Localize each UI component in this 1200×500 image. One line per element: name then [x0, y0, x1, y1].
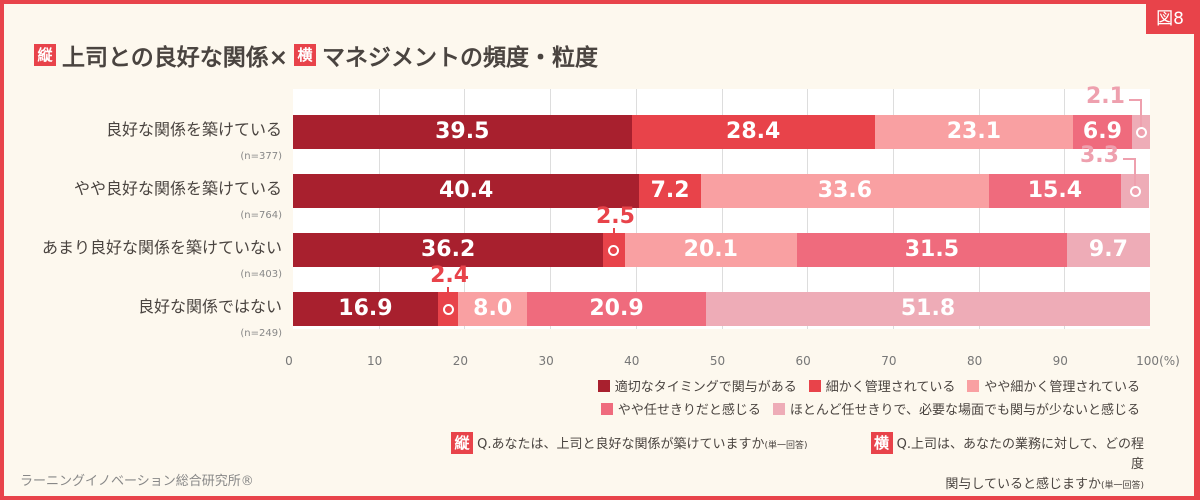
gridline [1064, 89, 1066, 329]
figure-label: 図8 [1146, 4, 1194, 34]
question-v-text: Q.あなたは、上司と良好な関係が築けていますか [477, 437, 765, 452]
x-tick-label: 80 [966, 354, 983, 368]
legend-label: 適切なタイミングで関与がある [614, 380, 797, 395]
category-label: やや良好な関係を築けている [73, 179, 282, 198]
legend-swatch [772, 403, 785, 415]
bar-segment: 36.2 [293, 233, 604, 267]
vertical-tag: 縦 [34, 44, 56, 66]
x-tick-label: 20 [452, 354, 469, 368]
gridline [464, 89, 466, 329]
bar-segment: 31.5 [796, 233, 1067, 267]
bar-segment: 15.4 [988, 174, 1121, 208]
bar-segment: 23.1 [874, 115, 1073, 149]
category-label: 良好な関係を築けている [105, 120, 282, 139]
callout-dot [442, 304, 454, 315]
gridline [892, 89, 894, 329]
question-v-note: (単一回答) [764, 441, 808, 451]
x-tick-label: 30 [538, 354, 554, 368]
callout-label: 2.4 [430, 263, 470, 288]
question-h-line2: 関与していると感じますか [945, 477, 1101, 492]
x-tick-label: 10 [367, 354, 383, 368]
category-n: (n=764) [240, 210, 282, 221]
question-h-note: (単一回答) [1100, 481, 1144, 491]
legend: 適切なタイミングで関与がある 細かく管理されている やや細かく管理されているやや任せ… [500, 376, 1140, 422]
gridline [635, 89, 637, 329]
legend-swatch [808, 380, 821, 392]
x-tick-label: 50 [709, 354, 726, 368]
bar-segment: 39.5 [293, 115, 632, 149]
x-tick-label: 0 [285, 354, 293, 368]
legend-swatch [600, 403, 613, 415]
bar-segment: 33.6 [700, 174, 989, 208]
bar-segment: 28.4 [631, 115, 875, 149]
bar-segment: 7.2 [639, 174, 701, 208]
callout-line [1140, 99, 1142, 128]
legend-label: 細かく管理されている [825, 380, 956, 395]
gridline [550, 89, 552, 329]
category-n: (n=249) [240, 328, 282, 339]
x-tick-label: 60 [795, 354, 811, 368]
callout-line [1123, 158, 1135, 160]
legend-label: ほとんど任せきりで、必要な場面でも関与が少ないと感じる [789, 403, 1140, 418]
callout-line [1134, 158, 1136, 187]
callout-label: 2.5 [595, 204, 635, 229]
gridline [978, 89, 980, 329]
plot-area: 39.5 28.4 23.1 6.9 2.1 40.4 7.2 33.6 15.4 3.3 36.2… [293, 84, 1150, 329]
legend-swatch [597, 380, 610, 392]
bar-segment: 9.7 [1066, 233, 1150, 267]
callout-line [447, 287, 450, 305]
gridline [807, 89, 809, 329]
bar-segment: 40.4 [293, 174, 640, 208]
chart-title: 縦 上司との良好な関係× 横 マネジメントの頻度・粒度 [34, 38, 598, 72]
title-part1: 上司との良好な関係× [62, 45, 289, 71]
callout-dot [1129, 186, 1141, 197]
x-tick-label: 90 [1052, 354, 1068, 368]
horizontal-tag: 横 [870, 432, 893, 454]
question-horizontal: 横 Q.上司は、あなたの業務に対して、どの程度 関与していると感じますか(単一回… [858, 432, 1144, 496]
bar-segment: 6.9 [1072, 115, 1132, 149]
title-part2: マネジメントの頻度・粒度 [322, 45, 599, 71]
gridline [378, 89, 380, 329]
callout-label: 3.3 [1080, 143, 1119, 168]
callout-line [612, 228, 615, 246]
legend-item: 適切なタイミングで関与がある [597, 376, 797, 399]
category-label: 良好な関係ではない [137, 297, 282, 316]
legend-label: やや細かく管理されている [984, 380, 1140, 395]
callout-line [1129, 99, 1141, 101]
horizontal-tag: 横 [294, 44, 317, 66]
legend-item: ほとんど任せきりで、必要な場面でも関与が少ないと感じる [772, 399, 1140, 422]
category-label: あまり良好な関係を築けていない [41, 238, 282, 257]
bar-segment: 20.1 [624, 233, 797, 267]
x-tick-label: 100(%) [1136, 354, 1180, 368]
legend-item: 細かく管理されている [808, 376, 956, 399]
question-vertical: 縦 Q.あなたは、上司と良好な関係が築けていますか(単一回答) [451, 432, 808, 456]
question-h-line1: Q.上司は、あなたの業務に対して、どの程度 [896, 437, 1144, 472]
bar-segment: 8.0 [458, 292, 527, 326]
callout-label: 2.1 [1086, 84, 1125, 109]
gridline [721, 89, 723, 329]
x-tick-label: 70 [881, 354, 897, 368]
credit: ラーニングイノベーション総合研究所® [20, 474, 254, 489]
category-n: (n=377) [240, 151, 282, 162]
bar-segment: 51.8 [706, 292, 1150, 326]
callout-dot [608, 245, 620, 256]
bar-segment: 16.9 [293, 292, 438, 326]
figure-frame: 図8 縦 上司との良好な関係× 横 マネジメントの頻度・粒度 39.5 28.4 2… [4, 4, 1194, 496]
legend-item: やや細かく管理されている [967, 376, 1140, 399]
legend-swatch [967, 380, 980, 392]
bar-segment: 20.9 [526, 292, 707, 326]
vertical-tag: 縦 [451, 432, 473, 454]
legend-label: やや任せきりだと感じる [617, 403, 761, 418]
x-tick-label: 40 [624, 354, 640, 368]
legend-item: やや任せきりだと感じる [600, 399, 761, 422]
category-n: (n=403) [240, 269, 282, 280]
callout-dot [1135, 127, 1147, 138]
